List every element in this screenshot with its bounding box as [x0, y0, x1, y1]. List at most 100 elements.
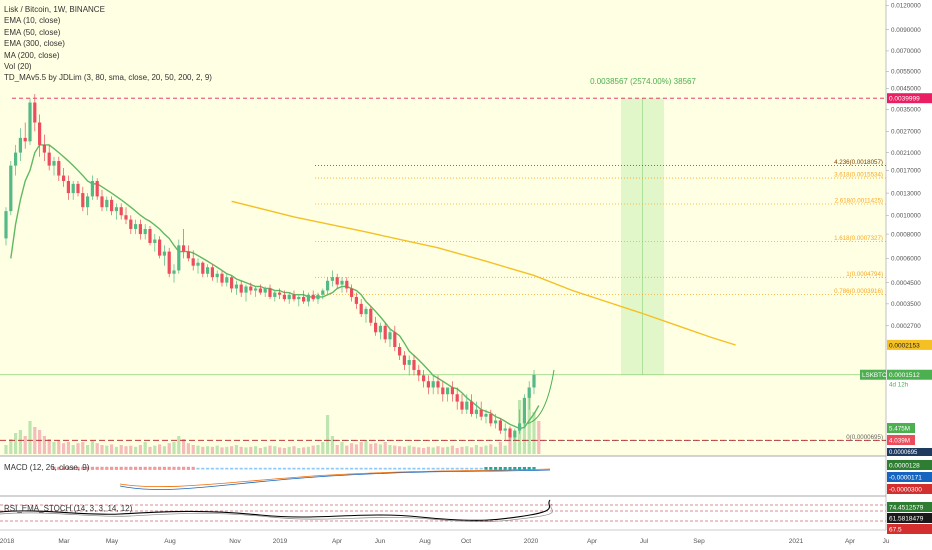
macd-hist-bar [81, 466, 85, 470]
volume-bar [129, 445, 133, 454]
candle-body [134, 224, 138, 229]
macd-hist-bar [513, 467, 517, 470]
volume-bar [450, 445, 454, 454]
macd-hist-bar [417, 467, 421, 470]
candle-body [494, 420, 498, 424]
candle-body [388, 332, 392, 340]
volume-bar [186, 443, 190, 454]
candle-body [455, 394, 459, 402]
macd-hist-bar [143, 466, 147, 470]
volume-bar [33, 427, 37, 454]
resistance-price-tag: 0.0039999 [889, 96, 920, 103]
macd-value: -0.0000300 [889, 487, 922, 494]
macd-hist-bar [287, 467, 291, 470]
candle-body [426, 381, 430, 388]
volume-bar [9, 439, 13, 454]
volume-bar [311, 445, 315, 454]
candle-body [374, 322, 378, 333]
candle-body [393, 332, 397, 348]
chart-legend: Lisk / Bitcoin, 1W, BINANCE EMA (10, clo… [4, 4, 212, 84]
y-tick-label: 0.0003500 [891, 301, 921, 308]
measure-label: 0.0038567 (2574.00%) 38567 [590, 77, 696, 86]
candle-body [254, 288, 258, 291]
candle-body [484, 413, 488, 417]
volume-bar [532, 412, 536, 454]
indicator-ema300: EMA (300, close) [4, 39, 65, 49]
current-price-tag: 0.0001512 [889, 372, 920, 379]
macd-tag-bg [887, 472, 932, 482]
rsi-signal-line [0, 503, 553, 522]
volume-bar [388, 445, 392, 454]
volume-bar [234, 445, 238, 454]
y-tick-label: 0.0017000 [891, 168, 921, 175]
volume-bar [4, 445, 8, 454]
macd-hist-bar [522, 467, 526, 470]
volume-bar [417, 447, 421, 454]
macd-hist-bar [422, 467, 426, 470]
candle-body [273, 292, 277, 297]
x-tick-label: 2019 [273, 538, 288, 545]
macd-tag-bg [887, 484, 932, 494]
volume-bar [302, 447, 306, 454]
macd-hist-bar [282, 467, 286, 470]
macd-hist-bar [479, 467, 483, 470]
macd-line [119, 469, 551, 490]
candle-body [412, 360, 416, 370]
macd-hist-bar [177, 466, 181, 470]
fib-label: 0.786(0.0003916) [834, 288, 883, 295]
macd-hist-bar [489, 467, 493, 470]
macd-hist-bar [484, 467, 488, 470]
candle-body [489, 413, 493, 424]
macd-hist-bar [182, 466, 186, 470]
volume-bar [508, 433, 512, 454]
macd-hist-bar [66, 466, 70, 470]
volume-bar [138, 445, 142, 454]
candle-body [182, 245, 186, 252]
macd-hist-bar [474, 467, 478, 470]
volume-bar [292, 446, 296, 454]
candle-body [268, 288, 272, 297]
candle-body [167, 251, 171, 274]
volume-bar [76, 443, 80, 454]
candle-body [191, 258, 195, 266]
volume-bar [422, 448, 426, 454]
volume-bar [196, 445, 200, 454]
candle-body [383, 325, 387, 340]
volume-bar [470, 447, 474, 454]
rsi-label: RSI_EMA_STOCH (14, 3, 3, 14, 12) [4, 504, 133, 513]
volume-bar [42, 436, 46, 454]
macd-hist-bar [354, 467, 358, 470]
volume-bar [239, 446, 243, 454]
indicator-tdma: TD_MAv5.5 by JDLim (3, 80, sma, close, 2… [4, 73, 212, 83]
candle-body [220, 273, 224, 283]
macd-hist-bar [330, 467, 334, 470]
x-tick-label: Aug [164, 538, 176, 545]
macd-hist-bar [239, 467, 243, 470]
x-tick-label: Apr [332, 538, 343, 545]
candle-body [66, 181, 70, 194]
volume-bar [119, 445, 123, 454]
rsi-value: 74.4512579 [889, 505, 924, 512]
volume-bar [182, 439, 186, 454]
candle-body [124, 215, 128, 220]
candle-body [378, 325, 382, 333]
volume-bar [18, 430, 22, 454]
candle-body [52, 161, 56, 166]
y-tick-label: 0.0002700 [891, 323, 921, 330]
x-tick-label: Ju [883, 538, 890, 545]
volume-bar [38, 430, 42, 454]
volume-bar [114, 446, 118, 454]
volume-bar [81, 442, 85, 454]
candle-body [129, 219, 133, 229]
volume-bar [503, 445, 507, 454]
macd-value: 0.0000128 [889, 463, 920, 470]
volume-bar [172, 442, 176, 454]
volume-bar [66, 442, 70, 454]
macd-hist-bar [292, 467, 296, 470]
candle-body [527, 387, 531, 398]
candle-body [244, 286, 248, 293]
macd-hist-bar [244, 467, 248, 470]
volume-bar [383, 442, 387, 454]
candle-body [95, 181, 99, 197]
